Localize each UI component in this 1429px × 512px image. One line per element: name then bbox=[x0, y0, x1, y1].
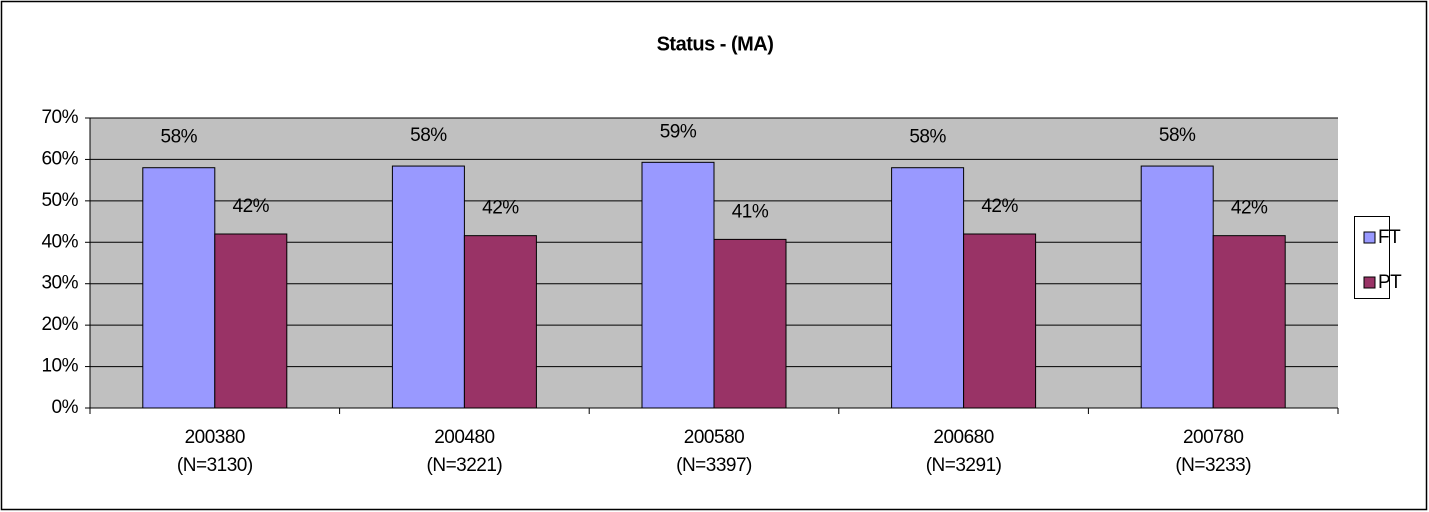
value-label: 42% bbox=[233, 196, 270, 217]
value-label: 58% bbox=[410, 125, 447, 146]
legend-label: PT bbox=[1378, 272, 1402, 293]
y-tick-label: 70% bbox=[41, 107, 78, 128]
value-label: 42% bbox=[981, 196, 1018, 217]
bar bbox=[713, 238, 787, 409]
x-tick-label: (N=3397) bbox=[676, 455, 752, 476]
x-tick-label: (N=3233) bbox=[1175, 455, 1251, 476]
chart-title: Status - (MA) bbox=[657, 33, 774, 55]
bar bbox=[1140, 165, 1214, 409]
bar bbox=[214, 233, 288, 409]
y-tick-label: 50% bbox=[41, 190, 78, 211]
bar bbox=[963, 233, 1037, 409]
bar bbox=[891, 167, 965, 409]
x-tick-label: 200380 bbox=[185, 427, 245, 448]
y-tick-label: 60% bbox=[41, 148, 78, 169]
y-tick-label: 40% bbox=[41, 231, 78, 252]
bar bbox=[142, 167, 216, 409]
value-label: 58% bbox=[1159, 125, 1196, 146]
value-label: 42% bbox=[1231, 198, 1268, 219]
legend-swatch bbox=[1363, 231, 1376, 244]
value-label: 58% bbox=[909, 127, 946, 148]
bar bbox=[463, 235, 537, 409]
y-tick-label: 10% bbox=[41, 356, 78, 377]
y-tick-label: 30% bbox=[41, 273, 78, 294]
x-tick-label: (N=3221) bbox=[427, 455, 503, 476]
value-label: 41% bbox=[732, 201, 769, 222]
x-tick-label: (N=3291) bbox=[926, 455, 1002, 476]
x-tick-label: 200580 bbox=[684, 427, 744, 448]
value-label: 42% bbox=[482, 198, 519, 219]
legend-swatch bbox=[1363, 276, 1376, 289]
legend-label: FT bbox=[1378, 227, 1401, 248]
y-tick-label: 20% bbox=[41, 314, 78, 335]
bar bbox=[641, 161, 715, 409]
bar bbox=[391, 165, 465, 409]
bar bbox=[1212, 235, 1286, 409]
x-tick-label: 200780 bbox=[1183, 427, 1243, 448]
x-tick-label: 200680 bbox=[933, 427, 993, 448]
value-label: 58% bbox=[161, 127, 198, 148]
x-tick-label: 200480 bbox=[434, 427, 494, 448]
y-tick-label: 0% bbox=[52, 397, 79, 418]
value-label: 59% bbox=[660, 121, 697, 142]
x-tick-label: (N=3130) bbox=[177, 455, 253, 476]
